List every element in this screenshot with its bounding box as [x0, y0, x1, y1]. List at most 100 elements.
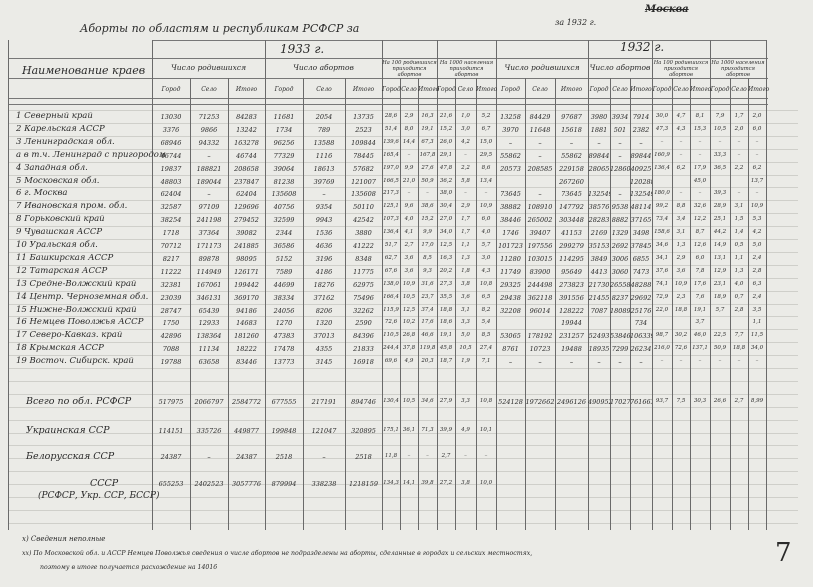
table-cell: 4636	[315, 242, 333, 250]
table-cell: 29325	[500, 280, 521, 289]
table-cell: 2,9	[676, 254, 686, 261]
table-cell: 14683	[236, 319, 257, 328]
table-cell: 10,5	[713, 125, 727, 132]
column-line	[525, 78, 526, 530]
column-subheader: Город	[161, 86, 181, 93]
table-cell: 50,9	[421, 177, 434, 184]
table-cell: 13,7	[750, 177, 764, 184]
table-cell: 8237	[611, 293, 629, 302]
column-subheader: Село	[731, 86, 747, 93]
table-cell: 2518	[355, 453, 372, 461]
table-cell: 12,2	[693, 216, 707, 223]
table-cell: 11,8	[384, 453, 398, 459]
column-line	[418, 78, 419, 530]
column-subheader: Итого	[748, 86, 770, 93]
column-line	[690, 78, 691, 530]
table-cell: 9,6	[404, 203, 414, 210]
table-cell: 10,0	[479, 480, 493, 486]
table-cell: 9,9	[404, 164, 414, 171]
table-cell: 1,3	[734, 267, 744, 274]
table-cell: 1,1	[752, 319, 762, 326]
table-cell: 27,3	[439, 280, 453, 287]
table-cell: 31,6	[421, 280, 434, 287]
table-rule	[8, 104, 768, 105]
table-cell: 171173	[196, 242, 222, 250]
column-group-header: Число родившихся	[170, 63, 247, 72]
table-cell: 7299	[611, 345, 629, 354]
table-cell: 121007	[351, 177, 376, 186]
ruled-line	[8, 419, 798, 421]
table-cell: –	[508, 358, 513, 367]
table-cell: 6,0	[695, 254, 705, 261]
region-name: 16 Немцев Поволжья АССР	[16, 317, 144, 328]
table-cell: 3,1	[734, 203, 744, 210]
table-cell: –	[538, 151, 542, 160]
table-cell: 101723	[498, 242, 523, 250]
table-cell: 2,3	[676, 293, 686, 300]
column-subheader: Итого	[235, 86, 258, 93]
table-cell: –	[538, 138, 542, 147]
column-line	[555, 78, 556, 530]
table-cell: 121047	[311, 427, 337, 435]
table-cell: 11280	[500, 254, 521, 263]
ruled-line	[8, 251, 798, 253]
table-cell: 10,9	[402, 280, 416, 287]
table-cell: 32262	[353, 306, 374, 315]
table-cell: 1,7	[461, 229, 470, 236]
table-cell: 37364	[198, 229, 220, 238]
table-rule	[8, 98, 768, 99]
table-cell: 335726	[196, 427, 222, 435]
table-cell: 2496126	[557, 398, 586, 406]
table-cell: –	[322, 190, 326, 199]
table-cell: 17,6	[693, 280, 707, 287]
ruled-line	[8, 509, 798, 511]
table-cell: 2523	[355, 125, 372, 134]
column-subheader: Итого	[352, 86, 375, 93]
table-cell: 7,6	[695, 293, 705, 300]
table-cell: 3,1	[461, 306, 470, 313]
table-cell: 231257	[559, 332, 584, 341]
table-cell: 10,9	[750, 203, 764, 210]
total-row-name: СССР	[90, 478, 119, 489]
table-cell: 126171	[234, 267, 259, 276]
column-group-header: Число абортов	[589, 63, 651, 72]
table-cell: 46744	[160, 151, 182, 160]
table-cell: 8882	[611, 216, 629, 225]
table-cell: 24387	[236, 453, 257, 461]
table-cell: 1,7	[461, 216, 470, 223]
table-cell: 10,5	[459, 345, 472, 352]
table-cell: 38334	[273, 293, 295, 302]
table-cell: 16,3	[421, 113, 434, 119]
table-cell: 5,4	[481, 319, 491, 326]
table-cell: 46,6	[421, 332, 434, 339]
table-cell: 138,0	[383, 280, 399, 287]
table-cell: 40925	[630, 164, 652, 173]
table-cell: 7,1	[481, 358, 491, 365]
table-cell: 38,6	[421, 203, 434, 210]
table-cell: 89878	[198, 254, 220, 263]
table-cell: 37,8	[402, 345, 416, 352]
ruled-line	[8, 522, 798, 524]
table-cell: 33,3	[713, 151, 727, 158]
table-cell: 501	[613, 125, 627, 134]
table-cell: 20573	[500, 164, 521, 173]
table-cell: 30,2	[674, 332, 688, 339]
table-cell: –	[407, 190, 411, 197]
table-cell: 67,6	[384, 267, 398, 274]
table-cell: 20,3	[421, 358, 434, 365]
table-cell: 74,1	[655, 280, 669, 287]
column-line	[400, 78, 401, 530]
table-cell: 6,2	[752, 164, 762, 171]
table-cell: 18276	[313, 280, 335, 289]
table-cell: 29,1	[439, 151, 453, 158]
table-cell: 3970	[502, 125, 519, 134]
table-cell: –	[569, 358, 574, 367]
table-cell: 36,2	[439, 177, 453, 184]
table-cell: 10,8	[479, 280, 493, 287]
table-cell: –	[538, 358, 542, 367]
table-cell: 26234	[630, 345, 652, 354]
ussr-note: (РСФСР, Укр. ССР, БССР)	[38, 491, 160, 501]
title-right: за 1932 г.	[555, 18, 597, 27]
table-cell: 139,6	[383, 138, 399, 145]
table-cell: 18,6	[439, 319, 453, 326]
